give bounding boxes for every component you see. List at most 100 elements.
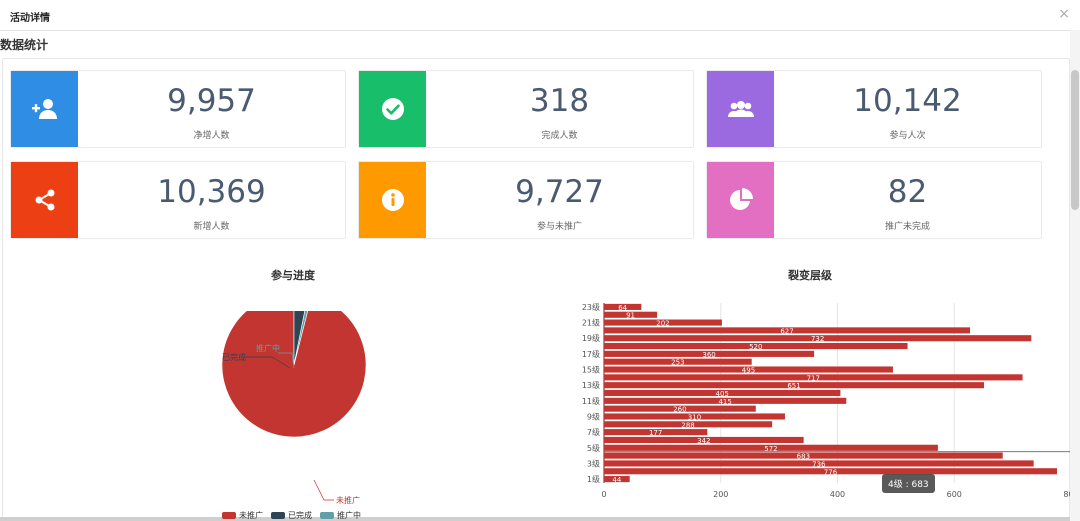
bar-value-label: 717 bbox=[807, 374, 820, 382]
bar-value-label: 64 bbox=[618, 304, 627, 312]
stat-value: 10,142 bbox=[853, 83, 962, 119]
modal-header: 活动详情 × bbox=[0, 0, 1080, 31]
stat-card-participation: 10,142 参与人次 bbox=[706, 70, 1042, 148]
bar-value-label: 44 bbox=[612, 476, 621, 484]
stat-label: 参与未推广 bbox=[536, 222, 582, 232]
share-icon bbox=[11, 162, 78, 238]
bar-8级[interactable] bbox=[604, 421, 773, 428]
bar-1级[interactable] bbox=[604, 476, 630, 483]
pie-label: 已完成 bbox=[222, 352, 246, 362]
y-tick-label: 9级 bbox=[587, 411, 600, 421]
bar-21级[interactable] bbox=[604, 319, 722, 326]
stat-label: 完成人数 bbox=[541, 131, 578, 141]
bar-value-label: 177 bbox=[649, 429, 662, 437]
y-tick-label: 15级 bbox=[582, 365, 600, 375]
section-title: 数据统计 bbox=[0, 38, 49, 52]
x-tick-label: 800 bbox=[1063, 490, 1076, 499]
bar-3级[interactable] bbox=[604, 460, 1034, 467]
info-icon bbox=[359, 162, 426, 238]
horizontal-scrollbar[interactable] bbox=[0, 517, 1070, 521]
scrollbar-thumb[interactable] bbox=[1071, 70, 1079, 210]
users-icon bbox=[707, 71, 774, 147]
bar-value-label: 683 bbox=[797, 453, 810, 461]
bar-value-label: 91 bbox=[626, 312, 635, 320]
stat-label: 参与人次 bbox=[889, 131, 926, 141]
bar-5级[interactable] bbox=[604, 444, 938, 451]
legend-item[interactable]: 未推广 bbox=[222, 510, 263, 521]
x-tick-label: 0 bbox=[601, 490, 606, 499]
legend-item[interactable]: 已完成 bbox=[271, 510, 312, 521]
bar-23级[interactable] bbox=[604, 303, 642, 310]
bar-value-label: 776 bbox=[824, 468, 838, 476]
stat-value: 318 bbox=[529, 83, 590, 119]
bar-value-label: 736 bbox=[812, 460, 826, 468]
bar-value-label: 732 bbox=[811, 335, 824, 343]
bar-10级[interactable] bbox=[604, 405, 756, 412]
bar-22级[interactable] bbox=[604, 311, 658, 318]
bar-15级[interactable] bbox=[604, 366, 893, 373]
pie-slice-1[interactable] bbox=[293, 311, 308, 366]
pie-slice-0[interactable] bbox=[221, 311, 367, 438]
stat-value: 10,369 bbox=[157, 174, 266, 210]
bar-2级[interactable] bbox=[604, 468, 1057, 475]
bar-value-label: 310 bbox=[688, 413, 701, 421]
bar-19级[interactable] bbox=[604, 335, 1032, 342]
bar-value-label: 288 bbox=[681, 421, 694, 429]
pie-chart-title: 参与进度 bbox=[271, 269, 315, 282]
modal-title: 活动详情 bbox=[10, 13, 50, 24]
y-tick-label: 3级 bbox=[587, 458, 600, 468]
stat-card-net-increase: 9,957 净增人数 bbox=[10, 70, 346, 148]
bar-14级[interactable] bbox=[604, 374, 1023, 381]
bar-value-label: 260 bbox=[673, 406, 686, 414]
bar-value-label: 202 bbox=[656, 320, 669, 328]
bar-4级[interactable] bbox=[604, 452, 1003, 459]
stat-label: 净增人数 bbox=[193, 131, 230, 141]
stat-card-not-promoted: 9,727 参与未推广 bbox=[358, 161, 694, 239]
bar-18级[interactable] bbox=[604, 342, 908, 350]
bar-16级[interactable] bbox=[604, 358, 752, 365]
bar-value-label: 253 bbox=[671, 359, 684, 367]
stat-card-new: 10,369 新增人数 bbox=[10, 161, 346, 239]
bar-12级[interactable] bbox=[604, 389, 841, 397]
stat-value: 9,957 bbox=[167, 83, 256, 119]
x-tick-label: 200 bbox=[713, 490, 728, 499]
bar-value-label: 495 bbox=[742, 367, 755, 375]
y-tick-label: 21级 bbox=[582, 318, 600, 328]
stat-value: 82 bbox=[887, 174, 928, 210]
bar-11级[interactable] bbox=[604, 397, 847, 404]
bar-value-label: 627 bbox=[780, 327, 793, 335]
y-tick-label: 11级 bbox=[582, 396, 600, 406]
bar-17级[interactable] bbox=[604, 350, 815, 357]
bar-value-label: 405 bbox=[716, 390, 729, 398]
user-add-icon bbox=[11, 71, 78, 147]
bar-tooltip: 4级 : 683 bbox=[882, 474, 935, 493]
bar-value-label: 651 bbox=[787, 382, 800, 390]
bar-20级[interactable] bbox=[604, 327, 971, 334]
stat-label: 新增人数 bbox=[193, 222, 230, 232]
pie-label: 未推广 bbox=[336, 495, 360, 505]
vertical-scrollbar[interactable] bbox=[1070, 30, 1080, 521]
x-tick-label: 400 bbox=[830, 490, 845, 499]
legend-item[interactable]: 推广中 bbox=[320, 510, 361, 521]
bar-6级[interactable] bbox=[604, 436, 804, 444]
stat-card-completed: 318 完成人数 bbox=[358, 70, 694, 148]
y-tick-label: 5级 bbox=[587, 443, 600, 453]
bar-13级[interactable] bbox=[604, 382, 985, 389]
bar-value-label: 360 bbox=[702, 351, 715, 359]
y-tick-label: 13级 bbox=[582, 380, 600, 390]
y-tick-label: 17级 bbox=[582, 349, 600, 359]
y-tick-label: 1级 bbox=[587, 474, 600, 484]
y-tick-label: 19级 bbox=[582, 333, 600, 343]
stats-panel: 9,957 净增人数 318 完成人数 10,142 参与人次 10,369 新… bbox=[2, 58, 1070, 520]
pie-chart-icon bbox=[707, 162, 774, 238]
bar-value-label: 415 bbox=[718, 398, 731, 406]
bar-chart-title: 裂变层级 bbox=[788, 269, 832, 282]
y-tick-label: 23级 bbox=[582, 302, 600, 312]
bar-7级[interactable] bbox=[604, 429, 708, 436]
y-tick-label: 7级 bbox=[587, 427, 600, 437]
x-tick-label: 600 bbox=[947, 490, 962, 499]
bar-9级[interactable] bbox=[604, 413, 785, 420]
close-icon[interactable]: × bbox=[1058, 6, 1070, 22]
